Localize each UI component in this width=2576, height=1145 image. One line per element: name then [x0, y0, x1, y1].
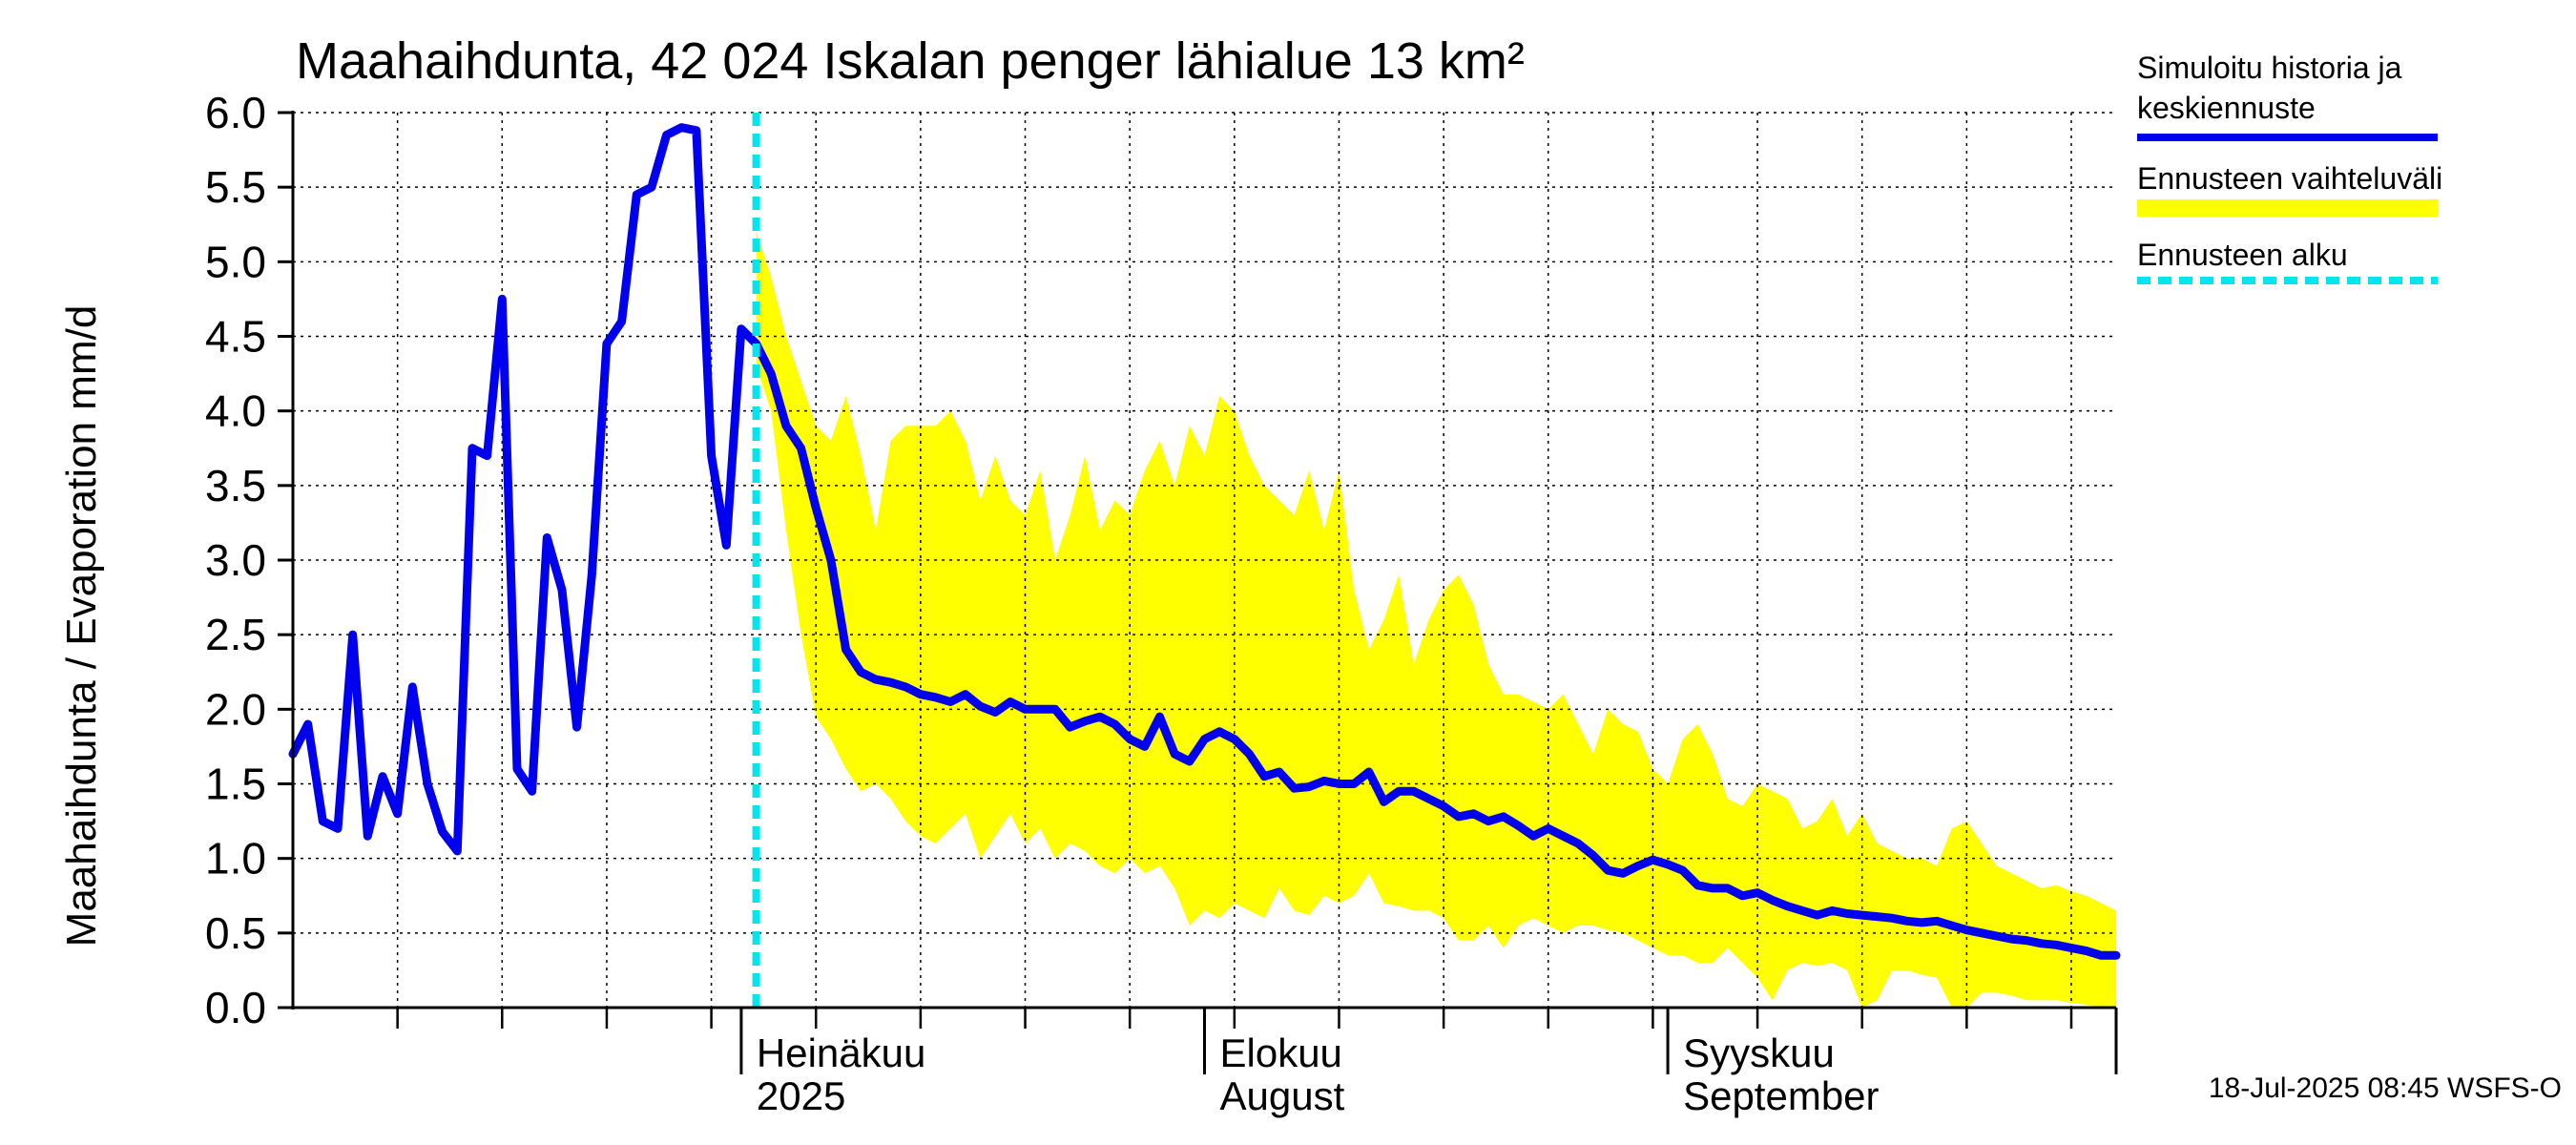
- forecast-band-layer: [756, 232, 2116, 1009]
- month-label: Elokuu: [1220, 1030, 1342, 1075]
- legend-label: Ennusteen vaihteluväli: [2137, 161, 2442, 196]
- month-label: Heinäkuu: [757, 1030, 925, 1075]
- history-line-layer: [288, 123, 2121, 960]
- y-tick-label: 5.5: [205, 162, 266, 212]
- y-tick-label: 4.0: [205, 386, 266, 436]
- legend-label: Simuloitu historia ja: [2137, 51, 2402, 85]
- forecast-band-area: [756, 232, 2116, 1009]
- y-tick-labels: 0.0 0.5 1.0 1.5 2.0 2.5 3.0 3.5 4.0 4.5 5.0 5.5 6.0: [205, 88, 266, 1032]
- y-tick-label: 0.5: [205, 908, 266, 958]
- legend: Simuloitu historia ja keskiennuste Ennuste…: [2137, 51, 2442, 284]
- y-tick-label: 3.5: [205, 461, 266, 510]
- legend-swatch-band: [2137, 199, 2438, 217]
- axes-layer: [278, 111, 2118, 1074]
- month-label: Syyskuu: [1683, 1030, 1835, 1075]
- y-tick-label: 5.0: [205, 237, 266, 286]
- y-tick-label: 2.5: [205, 610, 266, 659]
- legend-label-line2: keskiennuste: [2137, 91, 2316, 125]
- y-tick-label: 6.0: [205, 88, 266, 137]
- y-tick-label: 1.5: [205, 760, 266, 809]
- month-sublabel: 2025: [757, 1073, 845, 1118]
- legend-label: Ennusteen alku: [2137, 238, 2348, 272]
- y-tick-label: 3.0: [205, 535, 266, 585]
- y-tick-label: 4.5: [205, 312, 266, 362]
- history-line: [288, 123, 2121, 960]
- y-tick-label: 2.0: [205, 684, 266, 734]
- chart-title: Maahaihdunta, 42 024 Iskalan penger lähi…: [296, 32, 1525, 90]
- month-sublabel: September: [1683, 1073, 1879, 1118]
- month-sublabel: August: [1220, 1073, 1345, 1118]
- y-tick-label: 0.0: [205, 983, 266, 1032]
- y-tick-label: 1.0: [205, 834, 266, 884]
- footer-timestamp: 18-Jul-2025 08:45 WSFS-O: [2209, 1072, 2562, 1104]
- y-axis-label: Maahaihdunta / Evaporation mm/d: [58, 305, 105, 947]
